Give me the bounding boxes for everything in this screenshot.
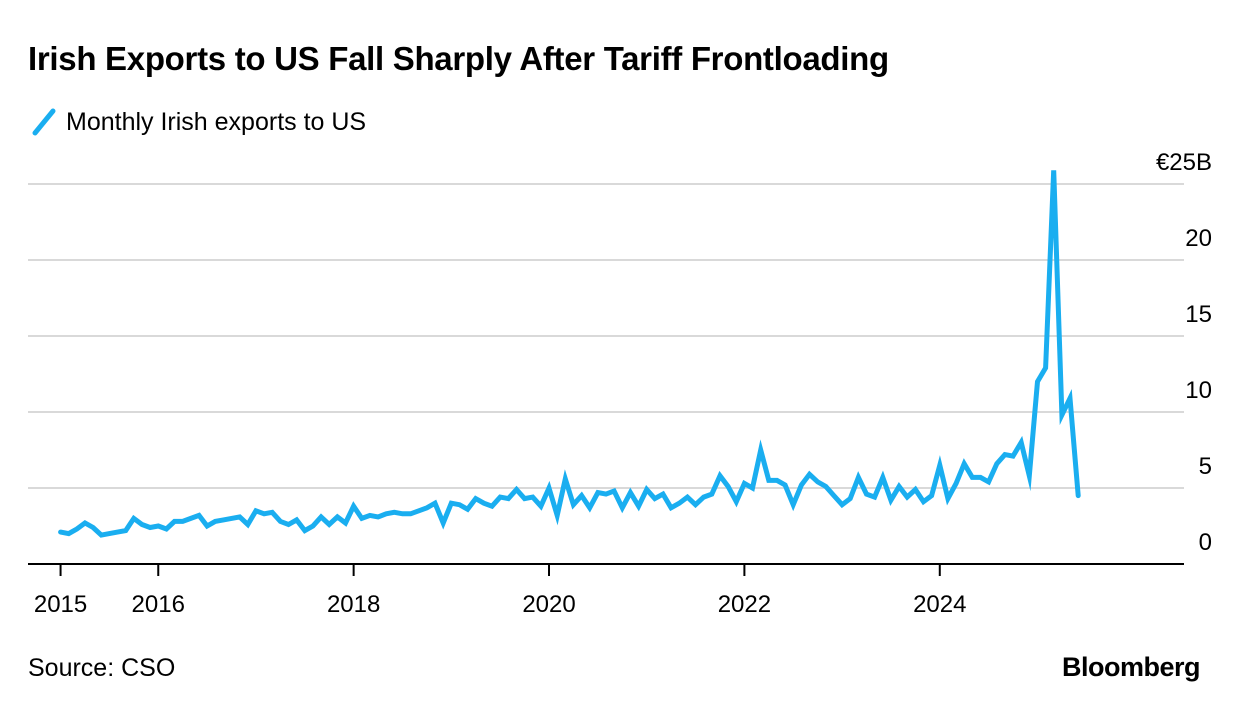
- y-tick-label: 10: [1185, 377, 1212, 404]
- y-axis-tick-labels: 0 5 10 15 20 €25B: [1156, 149, 1212, 556]
- legend: Monthly Irish exports to US: [30, 106, 366, 138]
- y-tick-label: 15: [1185, 301, 1212, 328]
- legend-label: Monthly Irish exports to US: [66, 107, 367, 136]
- x-tick-label: 2016: [132, 591, 185, 618]
- chart-title: Irish Exports to US Fall Sharply After T…: [28, 40, 889, 77]
- x-tick-label: 2018: [327, 591, 380, 618]
- x-tick-label: 2020: [522, 591, 575, 618]
- gridlines: [28, 183, 1184, 489]
- series-line-monthly-exports: [58, 170, 1081, 538]
- x-tick-label: 2022: [718, 591, 771, 618]
- y-tick-label: 20: [1185, 225, 1212, 252]
- source-note: Source: CSO: [28, 654, 176, 682]
- x-tick-label: 2015: [34, 591, 87, 618]
- x-tick-label: 2024: [913, 591, 966, 618]
- bloomberg-logo: Bloomberg: [1061, 652, 1201, 682]
- y-tick-label: 0: [1199, 529, 1212, 556]
- series-lines: [58, 170, 1081, 538]
- legend-swatch: [32, 108, 56, 136]
- y-tick-label: €25B: [1156, 149, 1212, 176]
- x-axis: 2015 2016 2018 2020 2022 2024: [28, 563, 1184, 618]
- y-tick-label: 5: [1199, 453, 1212, 480]
